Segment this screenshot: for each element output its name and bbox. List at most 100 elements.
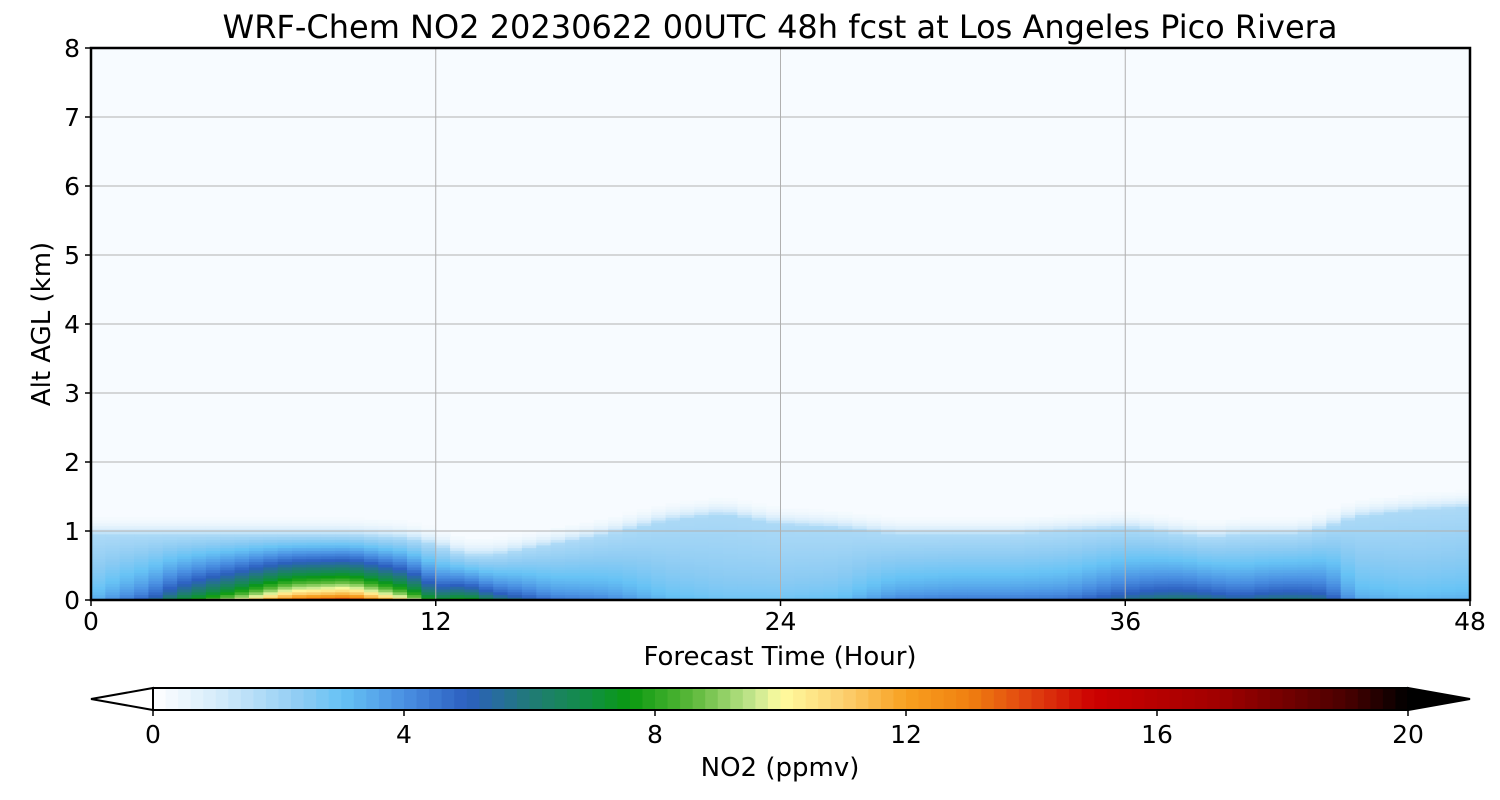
field-cell — [809, 566, 825, 571]
field-cell — [177, 591, 193, 596]
field-cell — [1110, 533, 1126, 538]
field-cell — [579, 586, 595, 590]
field-cell — [579, 550, 595, 554]
field-cell — [1297, 594, 1313, 598]
field-cell — [134, 522, 150, 527]
field-cell — [1254, 531, 1270, 535]
field-cell — [306, 558, 322, 562]
field-cell — [565, 583, 580, 587]
field-cell — [952, 555, 968, 560]
field-cell — [277, 583, 293, 587]
field-cell — [751, 517, 767, 521]
field-cell — [1441, 542, 1457, 546]
field-cell — [636, 536, 652, 540]
field-cell — [665, 569, 681, 573]
field-cell — [407, 586, 422, 590]
field-cell — [780, 575, 796, 579]
field-cell — [1383, 558, 1399, 562]
colorbar-cell — [1044, 688, 1058, 710]
field-cell — [665, 580, 681, 585]
field-cell — [608, 528, 624, 532]
field-cell — [1412, 542, 1428, 546]
field-cell — [1326, 594, 1342, 598]
field-cell — [1283, 533, 1299, 538]
field-cell — [1153, 547, 1169, 551]
field-cell — [134, 572, 150, 576]
field-cell — [1010, 531, 1026, 535]
field-cell — [895, 539, 911, 543]
field-cell — [737, 503, 753, 507]
field-cell — [679, 528, 695, 532]
field-cell — [967, 539, 983, 543]
field-cell — [895, 517, 911, 521]
field-cell — [177, 525, 193, 529]
field-cell — [493, 558, 509, 562]
field-cell — [1383, 569, 1399, 573]
field-cell — [1024, 539, 1040, 543]
field-cell — [708, 539, 724, 543]
field-cell — [249, 542, 264, 546]
field-cell — [852, 519, 868, 524]
field-cell — [148, 533, 164, 538]
field-cell — [119, 539, 135, 543]
field-cell — [1268, 547, 1284, 551]
field-cell — [1053, 569, 1069, 573]
field-cell — [837, 572, 853, 576]
field-cell — [1182, 561, 1198, 565]
field-cell — [1455, 497, 1470, 502]
field-cell — [162, 544, 178, 549]
field-cell — [1168, 572, 1184, 576]
field-cell — [1096, 572, 1112, 576]
field-cell — [220, 536, 236, 540]
field-cell — [1225, 591, 1241, 596]
field-cell — [751, 591, 767, 596]
field-cell — [1326, 591, 1342, 596]
field-cell — [378, 528, 394, 532]
field-cell — [1355, 500, 1371, 504]
field-cell — [1455, 580, 1470, 585]
field-cell — [249, 575, 264, 579]
field-cell — [1182, 572, 1198, 576]
field-cell — [1254, 594, 1270, 598]
field-cell — [1197, 594, 1213, 598]
field-cell — [1197, 539, 1213, 543]
field-cell — [837, 511, 853, 516]
field-cell — [1082, 558, 1098, 562]
field-cell — [1254, 591, 1270, 596]
field-cell — [694, 583, 710, 587]
field-cell — [1441, 536, 1457, 540]
field-cell — [1311, 583, 1327, 587]
field-cell — [1168, 533, 1184, 538]
field-cell — [277, 566, 293, 571]
field-cell — [995, 569, 1011, 573]
field-cell — [967, 522, 983, 527]
field-cell — [837, 577, 853, 582]
field-cell — [277, 553, 293, 557]
field-cell — [694, 517, 710, 521]
field-cell — [723, 577, 738, 582]
field-cell — [148, 528, 164, 532]
field-cell — [737, 528, 753, 532]
field-cell — [450, 553, 466, 557]
field-cell — [263, 597, 279, 600]
colorbar-cell — [1006, 688, 1020, 710]
field-cell — [91, 555, 106, 560]
field-cell — [1053, 572, 1069, 576]
colorbar-cell — [1144, 688, 1158, 710]
field-cell — [651, 544, 667, 549]
field-cell — [1225, 531, 1241, 535]
field-cell — [1096, 511, 1112, 516]
field-cell — [1197, 522, 1213, 527]
field-cell — [277, 522, 293, 527]
field-cell — [938, 533, 954, 538]
field-cell — [909, 569, 925, 573]
field-cell — [952, 569, 968, 573]
field-cell — [952, 558, 968, 562]
field-cell — [234, 550, 250, 554]
field-cell — [679, 566, 695, 571]
field-cell — [938, 553, 954, 557]
field-cell — [392, 561, 408, 565]
field-cell — [378, 558, 394, 562]
field-cell — [852, 586, 868, 590]
field-cell — [1125, 588, 1141, 593]
